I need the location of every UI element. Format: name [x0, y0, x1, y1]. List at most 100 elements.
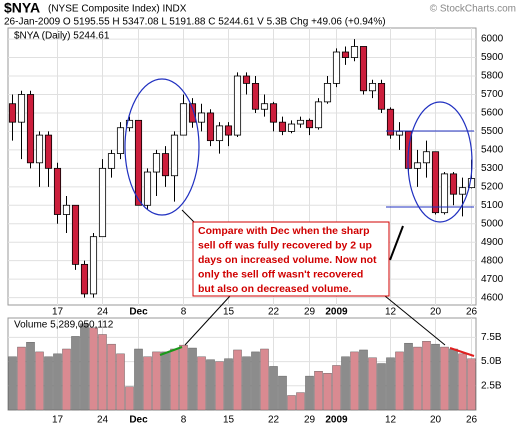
candle-body [17, 94, 26, 123]
x-tick-label: 17 [52, 415, 64, 426]
annotation-line: Compare with Dec when the sharp [198, 225, 370, 237]
candle-body [395, 131, 404, 136]
candle-body [440, 173, 449, 214]
candle-body [449, 173, 458, 195]
volume-bar [134, 348, 143, 411]
volume-bar [71, 336, 80, 411]
candle-body [269, 103, 278, 123]
x-tick-label: 12 [385, 307, 397, 318]
candle-body [467, 178, 476, 189]
x-tick-label: 26 [466, 415, 478, 426]
candle-body [188, 103, 197, 123]
annotation-text: Compare with Dec when the sharp sell off … [198, 225, 377, 295]
volume-bar [458, 353, 467, 411]
volume-bar [323, 373, 332, 411]
volume-bar [386, 357, 395, 411]
y-tick-label: 5400 [481, 145, 504, 156]
y-tick-label: 4800 [481, 255, 504, 266]
candle-body [26, 94, 35, 164]
volume-bar [341, 356, 350, 411]
y-tick-label: 4700 [481, 274, 504, 285]
candle-body [44, 134, 53, 169]
candle-body [197, 112, 206, 123]
quote-line: 26-Jan-2009 O 5195.55 H 5347.08 L 5191.8… [4, 17, 386, 28]
volume-bar [269, 366, 278, 411]
candle-body [107, 153, 116, 169]
price-frame [7, 27, 477, 306]
candle-body [368, 83, 377, 92]
volume-bar [359, 349, 368, 411]
volume-bar [188, 347, 197, 411]
candle-body [8, 103, 17, 123]
volume-bar [440, 346, 449, 411]
x-tick-label: 15 [223, 415, 235, 426]
volume-bar [161, 351, 170, 411]
candle-body [305, 119, 314, 129]
x-tick-label: Dec [129, 307, 148, 318]
candle-body [323, 83, 332, 103]
legend-label: Volume 5,289,050,112 [14, 320, 114, 331]
volume-bar [98, 334, 107, 411]
x-tick-label: 12 [385, 415, 397, 426]
candle-body [152, 153, 161, 173]
candle-body [125, 119, 134, 129]
volume-bar [296, 392, 305, 411]
x-tick-label: 8 [181, 307, 187, 318]
volume-bar [305, 375, 314, 411]
volume-bar [26, 342, 35, 411]
y-tick-label: 5300 [481, 163, 504, 174]
candle-body [359, 46, 368, 92]
y-tick-label: 5000 [481, 218, 504, 229]
volume-bar [44, 356, 53, 411]
y-tick-label: 4600 [481, 292, 504, 303]
y-tick-label: 7.5B [481, 332, 502, 343]
volume-bar [314, 371, 323, 411]
x-tick-label: 22 [268, 415, 280, 426]
annotation-line: sell off was fully recovered by 2 up [198, 239, 372, 251]
x-tick-label: 29 [304, 307, 316, 318]
candle-body [287, 123, 296, 132]
volume-bar [116, 353, 125, 411]
x-tick-label: 8 [181, 415, 187, 426]
volume-frame [7, 317, 477, 411]
y-tick-label: 5800 [481, 71, 504, 82]
candle-body [242, 75, 251, 84]
x-tick-label: 20 [430, 415, 442, 426]
candle-body [386, 108, 395, 136]
volume-bar [350, 351, 359, 411]
candle-body [341, 51, 350, 58]
candle-body [179, 103, 188, 136]
volume-bar [242, 356, 251, 411]
candle-body [431, 151, 440, 214]
candle-body [71, 204, 80, 265]
candle-body [35, 134, 44, 164]
x-tick-label: 17 [52, 307, 64, 318]
x-tick-label: 20 [430, 307, 442, 318]
ellipse [407, 101, 473, 223]
volume-bar [395, 351, 404, 411]
volume-bar [152, 351, 161, 411]
candle-body [296, 119, 305, 125]
x-tick-label: 29 [304, 415, 316, 426]
y-tick-label: 5900 [481, 52, 504, 63]
volume-bar [107, 343, 116, 411]
candle-body [224, 125, 233, 136]
volume-bar [431, 343, 440, 411]
trend-line [159, 346, 183, 356]
volume-bar [260, 348, 269, 411]
candle-body [143, 171, 152, 206]
volume-bar [278, 375, 287, 411]
y-tick-label: 5.0B [481, 356, 502, 367]
candle-body [134, 119, 143, 206]
y-tick-label: 2.5B [481, 380, 502, 391]
volume-bar [179, 344, 188, 411]
volume-bar [62, 348, 71, 411]
volume-bar [224, 358, 233, 411]
y-tick-label: 5500 [481, 126, 504, 137]
y-tick-label: 6000 [481, 34, 504, 45]
candle-body [116, 127, 125, 154]
volume-bar [422, 341, 431, 411]
y-tick-label: 4900 [481, 237, 504, 248]
volume-bar [413, 346, 422, 411]
